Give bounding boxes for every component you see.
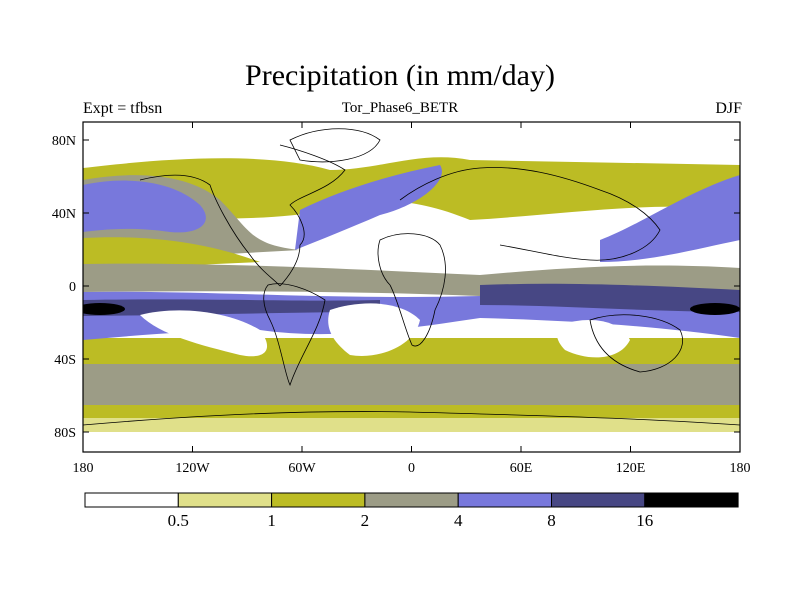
south-atlantic-dry-zone [328, 303, 420, 356]
colorbar-label: 8 [547, 511, 556, 530]
west-pacific-storm-track [600, 175, 740, 262]
colorbar-label: 1 [267, 511, 276, 530]
colorbar-label: 0.5 [168, 511, 189, 530]
x-tick-label: 120E [616, 461, 646, 476]
southeast-pacific-dry-zone [140, 310, 268, 357]
x-tick-label: 60W [288, 461, 316, 476]
x-tick-label: 60E [510, 461, 533, 476]
australia-coast [589, 314, 683, 373]
max-precip-cell-west [83, 303, 125, 315]
case-subtitle: Tor_Phase6_BETR [341, 100, 459, 116]
x-tick-label: 0 [408, 461, 415, 476]
colorbar-label: 16 [636, 511, 653, 530]
eurasia-coast [399, 167, 661, 261]
x-tick-label: 180 [730, 461, 751, 476]
north-pacific-storm-track [83, 180, 206, 233]
antarctica-coast [83, 411, 740, 426]
southern-ocean-band [83, 360, 740, 410]
season-label: DJF [715, 100, 742, 117]
colorbar-box [551, 492, 646, 508]
sahara-dry-zone [330, 234, 506, 271]
maritime-continent-band-16 [480, 283, 740, 312]
north-america-east-coast [279, 144, 346, 287]
antarctic-coast-band-1 [83, 418, 740, 432]
south-indian-dry-zone [556, 320, 630, 358]
africa-coast [377, 233, 446, 347]
north-america-west-coast [139, 174, 281, 287]
axis-tick-marks [82, 122, 741, 452]
plot-title: Precipitation (in mm/day) [245, 59, 555, 92]
y-tick-label: 40N [52, 207, 76, 222]
colorbar-box [84, 492, 179, 508]
colorbar-box [177, 492, 273, 508]
x-tick-label: 120W [175, 461, 210, 476]
y-tick-label: 0 [69, 280, 76, 295]
colorbar-box [364, 492, 459, 508]
y-tick-label: 40S [54, 353, 76, 368]
max-precip-cell-east [690, 303, 740, 315]
greenland-coast [289, 128, 381, 163]
x-tick-label: 180 [73, 461, 94, 476]
y-tick-label: 80N [52, 134, 76, 149]
south-america-coast [263, 283, 326, 387]
north-atlantic-storm-track [295, 165, 442, 250]
subtropical-south-band [83, 338, 740, 364]
colorbar-label: 4 [454, 511, 463, 530]
colorbar-box [457, 492, 553, 508]
north-pacific-subtropic [83, 237, 260, 270]
experiment-label: Expt = tfbsn [83, 100, 163, 117]
colorbar-box [644, 492, 739, 508]
colorbar-box [271, 492, 366, 508]
arctic-dry-zone [83, 125, 740, 160]
y-tick-label: 80S [54, 426, 76, 441]
precipitation-field [83, 122, 740, 452]
colorbar: 0.5 1 2 4 8 16 [84, 492, 739, 530]
colorbar-label: 2 [361, 511, 370, 530]
coastlines [83, 128, 740, 426]
